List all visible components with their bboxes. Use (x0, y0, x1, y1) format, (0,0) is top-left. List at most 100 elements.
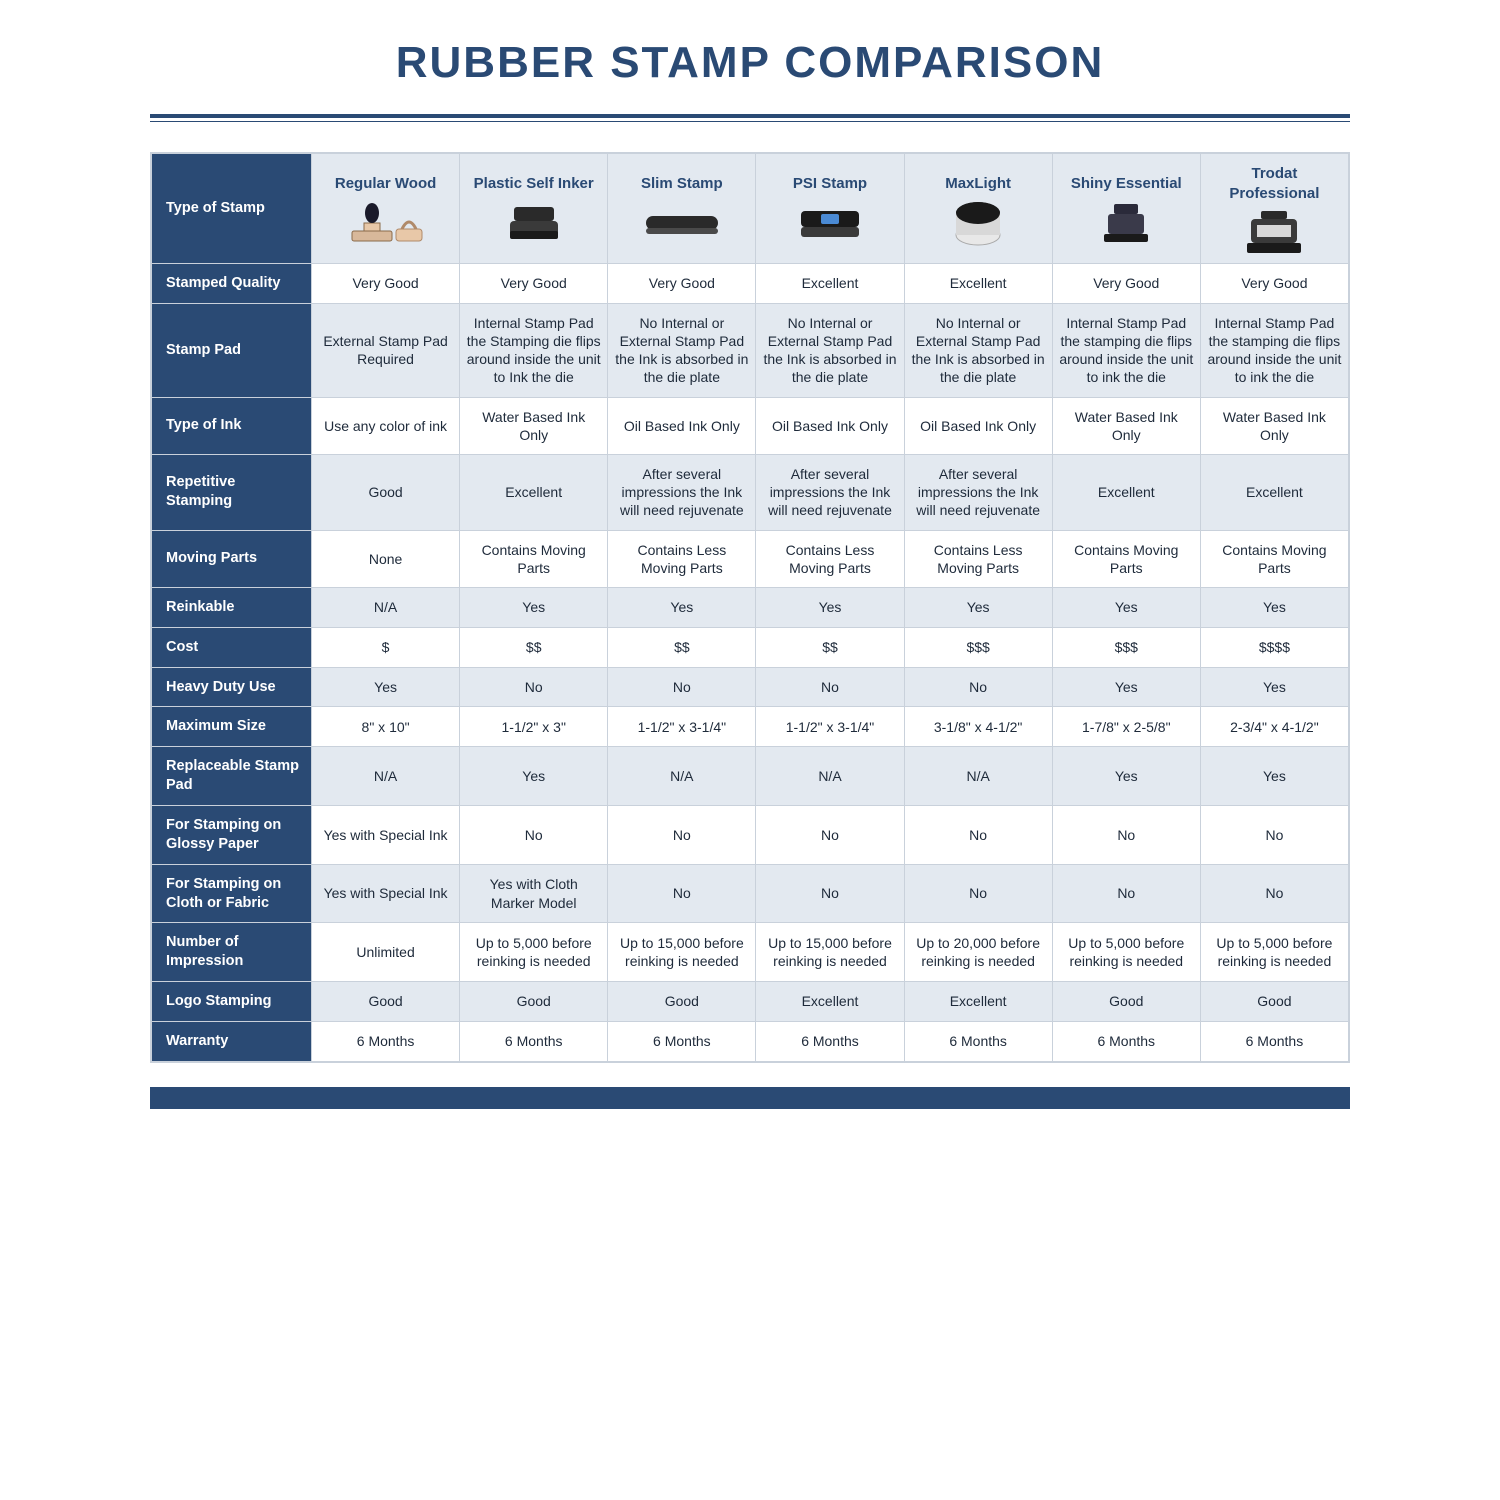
footer-bar (150, 1087, 1350, 1109)
cell: Internal Stamp Pad the stamping die flip… (1052, 303, 1200, 397)
cell: Contains Less Moving Parts (904, 530, 1052, 587)
cell: Yes (756, 587, 904, 627)
row-header-replaceable_pad: Replaceable Stamp Pad (152, 747, 312, 806)
title-block: RUBBER STAMP COMPARISON (0, 0, 1500, 102)
cell: No (1052, 864, 1200, 923)
col-header: Regular Wood (312, 154, 460, 264)
cell: 6 Months (1052, 1021, 1200, 1061)
cell: Water Based Ink Only (460, 397, 608, 454)
table-row: Cost$$$$$$$$$$$$$$$$$ (152, 627, 1349, 667)
cell: 8" x 10" (312, 707, 460, 747)
cell: No (756, 667, 904, 707)
cell: N/A (312, 587, 460, 627)
cell: N/A (756, 747, 904, 806)
cell: Yes (1200, 747, 1348, 806)
row-header-repetitive_stamping: Repetitive Stamping (152, 454, 312, 530)
row-header-logo_stamping: Logo Stamping (152, 982, 312, 1022)
cell: 6 Months (312, 1021, 460, 1061)
table-row: Type of InkUse any color of inkWater Bas… (152, 397, 1349, 454)
cell: $ (312, 627, 460, 667)
cell: Yes with Special Ink (312, 864, 460, 923)
cell: 6 Months (608, 1021, 756, 1061)
cell: No (460, 805, 608, 864)
cell: Good (460, 982, 608, 1022)
row-header-max_size: Maximum Size (152, 707, 312, 747)
table-row: Heavy Duty UseYesNoNoNoNoYesYes (152, 667, 1349, 707)
cell: Contains Moving Parts (1200, 530, 1348, 587)
col-label: Slim Stamp (612, 174, 751, 194)
cell: Up to 15,000 before reinking is needed (608, 923, 756, 982)
cell: Up to 5,000 before reinking is needed (1052, 923, 1200, 982)
cell: Yes with Special Ink (312, 805, 460, 864)
cell: Yes (1052, 747, 1200, 806)
cell: Oil Based Ink Only (904, 397, 1052, 454)
cell: $$ (608, 627, 756, 667)
cell: N/A (904, 747, 1052, 806)
cell: Good (1052, 982, 1200, 1022)
cell: No (756, 864, 904, 923)
cell: Contains Moving Parts (460, 530, 608, 587)
row-header-stamp_pad: Stamp Pad (152, 303, 312, 397)
cell: $$$ (1052, 627, 1200, 667)
cell: No (608, 864, 756, 923)
table-row: Logo StampingGoodGoodGoodExcellentExcell… (152, 982, 1349, 1022)
title-rule-thin (150, 121, 1350, 122)
cell: Very Good (460, 264, 608, 304)
cell: Excellent (460, 454, 608, 530)
col-label: PSI Stamp (760, 174, 899, 194)
cell: No (904, 805, 1052, 864)
cell: Very Good (1052, 264, 1200, 304)
cell: No Internal or External Stamp Pad the In… (904, 303, 1052, 397)
cell: $$ (460, 627, 608, 667)
stamp-icon-selfinker (464, 197, 603, 249)
stamp-icon-slim (612, 197, 751, 249)
cell: Yes (312, 667, 460, 707)
table-row: Moving PartsNoneContains Moving PartsCon… (152, 530, 1349, 587)
cell: 2-3/4" x 4-1/2" (1200, 707, 1348, 747)
table-row: Stamped QualityVery GoodVery GoodVery Go… (152, 264, 1349, 304)
table-row: Replaceable Stamp PadN/AYesN/AN/AN/AYesY… (152, 747, 1349, 806)
comparison-table: Type of Stamp Regular Wood Pla (151, 153, 1349, 1062)
cell: Very Good (312, 264, 460, 304)
cell: Oil Based Ink Only (756, 397, 904, 454)
cell: Yes (460, 587, 608, 627)
table-header-row: Type of Stamp Regular Wood Pla (152, 154, 1349, 264)
table-row: ReinkableN/AYesYesYesYesYesYes (152, 587, 1349, 627)
col-header: Slim Stamp (608, 154, 756, 264)
cell: External Stamp Pad Required (312, 303, 460, 397)
table-row: Maximum Size8" x 10"1-1/2" x 3"1-1/2" x … (152, 707, 1349, 747)
cell: Excellent (904, 264, 1052, 304)
cell: No (460, 667, 608, 707)
cell: Yes (904, 587, 1052, 627)
col-label: MaxLight (909, 174, 1048, 194)
stamp-icon-psi (760, 197, 899, 249)
cell: Internal Stamp Pad the Stamping die flip… (460, 303, 608, 397)
col-header: Trodat Professional (1200, 154, 1348, 264)
cell: After several impressions the Ink will n… (756, 454, 904, 530)
cell: Very Good (608, 264, 756, 304)
cell: Excellent (1052, 454, 1200, 530)
stamp-icon-shiny (1057, 197, 1196, 249)
cell: No Internal or External Stamp Pad the In… (608, 303, 756, 397)
cell: Yes (608, 587, 756, 627)
cell: Yes (1052, 587, 1200, 627)
cell: 1-7/8" x 2-5/8" (1052, 707, 1200, 747)
table-body: Stamped QualityVery GoodVery GoodVery Go… (152, 264, 1349, 1062)
cell: $$$ (904, 627, 1052, 667)
cell: Good (312, 454, 460, 530)
cell: None (312, 530, 460, 587)
row-header-impressions: Number of Impression (152, 923, 312, 982)
table-row: Warranty6 Months6 Months6 Months6 Months… (152, 1021, 1349, 1061)
table-row: Stamp PadExternal Stamp Pad RequiredInte… (152, 303, 1349, 397)
cell: Oil Based Ink Only (608, 397, 756, 454)
cell: Unlimited (312, 923, 460, 982)
table-row: For Stamping on Cloth or FabricYes with … (152, 864, 1349, 923)
cell: 3-1/8" x 4-1/2" (904, 707, 1052, 747)
col-header: PSI Stamp (756, 154, 904, 264)
cell: Up to 15,000 before reinking is needed (756, 923, 904, 982)
cell: 6 Months (1200, 1021, 1348, 1061)
cell: After several impressions the Ink will n… (904, 454, 1052, 530)
cell: 6 Months (904, 1021, 1052, 1061)
row-header-type_of_ink: Type of Ink (152, 397, 312, 454)
table-row: Number of ImpressionUnlimited Up to 5,000… (152, 923, 1349, 982)
